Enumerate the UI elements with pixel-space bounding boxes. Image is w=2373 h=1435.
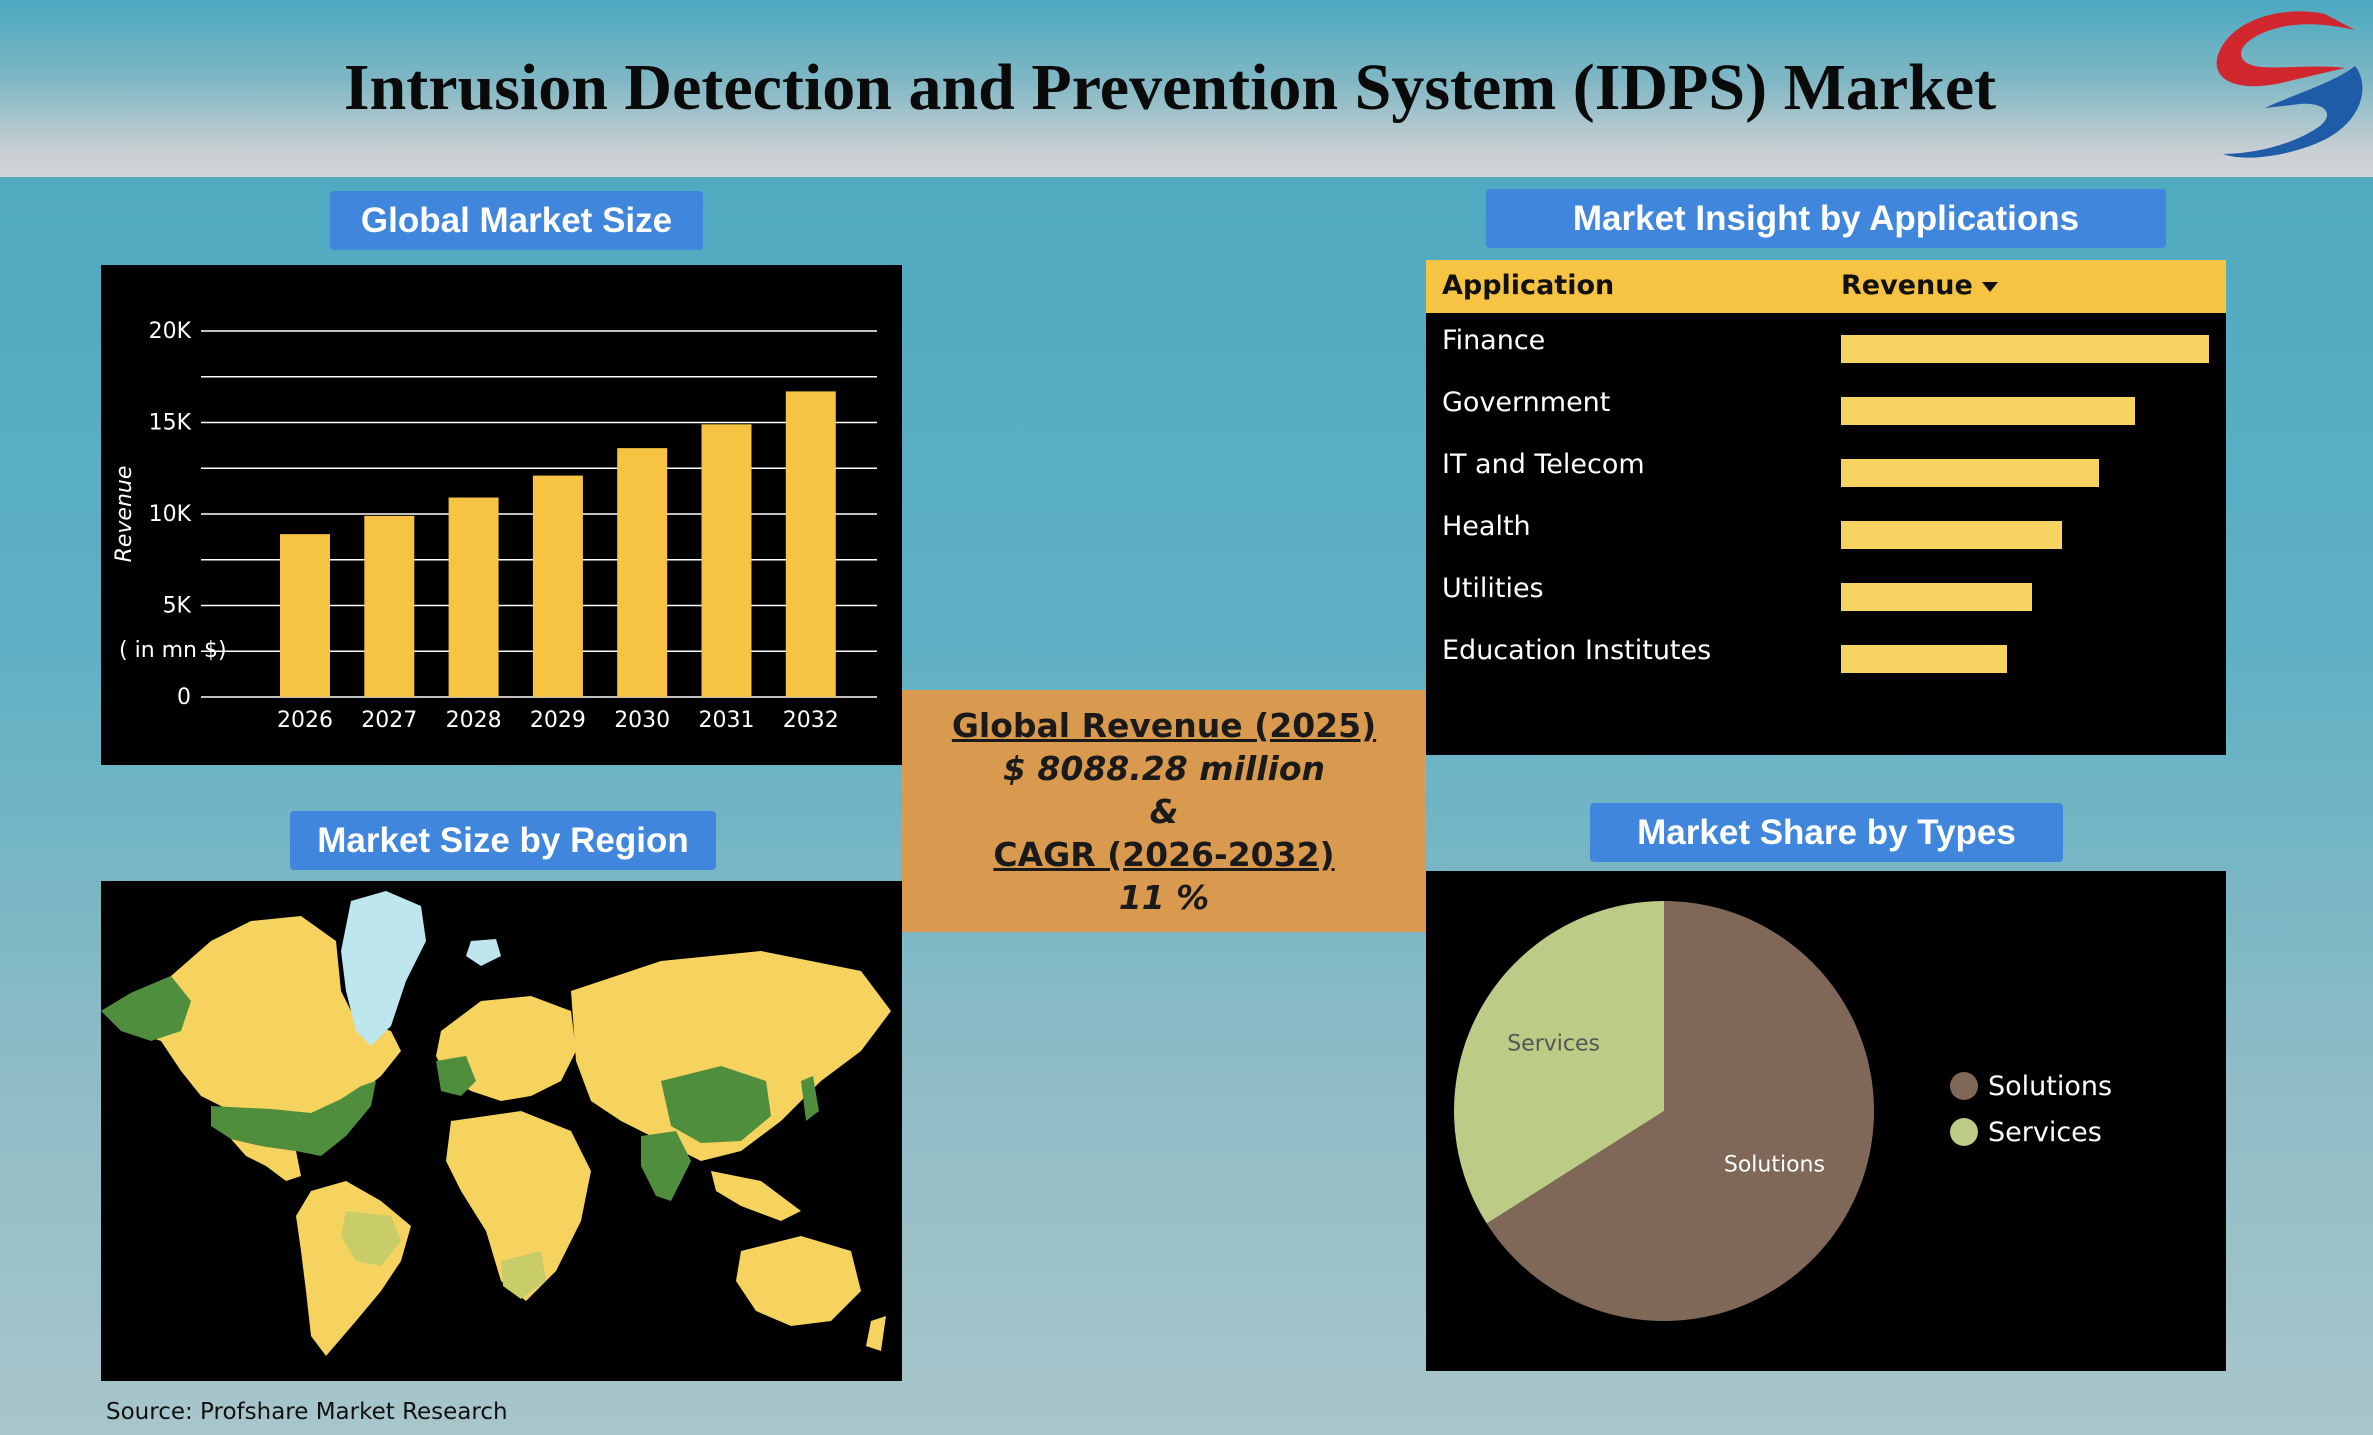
application-row: Education Institutes bbox=[1426, 623, 2226, 685]
y-tick-label: 10K bbox=[149, 502, 192, 527]
global-revenue-label: Global Revenue (2025) bbox=[951, 705, 1377, 745]
ampersand: & bbox=[1149, 791, 1179, 831]
application-label: Health bbox=[1442, 511, 1531, 542]
bar bbox=[785, 391, 836, 697]
pie-slice-label: Services bbox=[1507, 1031, 1600, 1056]
bar bbox=[532, 475, 583, 697]
application-revenue-bar bbox=[1841, 645, 2007, 673]
application-label: Utilities bbox=[1442, 573, 1544, 604]
bar bbox=[448, 497, 499, 697]
map-australia bbox=[736, 1236, 861, 1326]
market-size-chart-panel: 0 5K 10K 15K 20K Revenue ( in mn $) 2026 2027 202… bbox=[101, 265, 902, 765]
legend-swatch bbox=[1950, 1118, 1978, 1146]
x-tick-label: 2030 bbox=[614, 708, 670, 733]
world-map bbox=[101, 891, 891, 1356]
x-tick-label: 2026 bbox=[277, 708, 333, 733]
map-china bbox=[661, 1066, 771, 1143]
y-tick-label: 20K bbox=[149, 319, 192, 344]
application-row: Health bbox=[1426, 499, 2226, 561]
market-size-by-region-title: Market Size by Region bbox=[290, 811, 716, 870]
map-japan bbox=[801, 1076, 819, 1121]
x-tick-label: 2032 bbox=[783, 708, 839, 733]
bar bbox=[701, 424, 752, 697]
bar bbox=[364, 515, 415, 697]
application-label: Government bbox=[1442, 387, 1611, 418]
unit-note: ( in mn $) bbox=[119, 638, 227, 663]
map-new-zealand bbox=[866, 1316, 886, 1351]
map-usa bbox=[211, 1081, 376, 1156]
map-brazil-region bbox=[341, 1211, 401, 1266]
application-row: Government bbox=[1426, 375, 2226, 437]
global-revenue-value: $ 8088.28 million bbox=[1002, 748, 1326, 788]
application-revenue-bar bbox=[1841, 335, 2209, 363]
header-banner: Intrusion Detection and Prevention Syste… bbox=[0, 0, 2373, 177]
y-tick-label: 15K bbox=[149, 411, 192, 436]
application-revenue-bar bbox=[1841, 397, 2136, 425]
map-western-europe bbox=[436, 1056, 476, 1096]
bar bbox=[617, 448, 668, 697]
world-map-panel bbox=[101, 881, 902, 1381]
application-label: Finance bbox=[1442, 325, 1546, 356]
map-africa bbox=[446, 1111, 591, 1301]
application-row: Finance bbox=[1426, 313, 2226, 375]
cagr-value: 11 % bbox=[1118, 877, 1210, 917]
x-tick-label: 2028 bbox=[446, 708, 502, 733]
pie-slice-label: Solutions bbox=[1724, 1153, 1825, 1178]
pie-slice bbox=[1486, 901, 1874, 1321]
application-row: Utilities bbox=[1426, 561, 2226, 623]
map-asia bbox=[571, 951, 891, 1161]
map-india bbox=[641, 1131, 691, 1201]
map-alaska bbox=[101, 976, 191, 1041]
market-insight-by-applications-title: Market Insight by Applications bbox=[1486, 189, 2166, 248]
map-southern-africa bbox=[501, 1251, 546, 1299]
x-tick-label: 2031 bbox=[699, 708, 755, 733]
applications-table: Application Revenue Finance Government IT … bbox=[1426, 260, 2226, 755]
application-column-header[interactable]: Application bbox=[1442, 270, 1615, 301]
legend-label: Services bbox=[1988, 1117, 2102, 1148]
map-greenland bbox=[341, 891, 426, 1046]
cagr-label: CAGR (2026-2032) bbox=[993, 834, 1335, 874]
application-row: IT and Telecom bbox=[1426, 437, 2226, 499]
legend-swatch bbox=[1950, 1072, 1978, 1100]
y-tick-label: 0 bbox=[177, 685, 191, 710]
revenue-column-header[interactable]: Revenue bbox=[1841, 270, 1973, 301]
page-title: Intrusion Detection and Prevention Syste… bbox=[343, 51, 1997, 124]
sort-desc-icon[interactable] bbox=[1982, 282, 1998, 294]
application-revenue-bar bbox=[1841, 583, 2033, 611]
applications-table-header: Application Revenue bbox=[1426, 260, 2226, 313]
map-mexico bbox=[231, 1139, 301, 1181]
application-label: IT and Telecom bbox=[1442, 449, 1645, 480]
map-north-america bbox=[101, 916, 401, 1141]
legend-label: Solutions bbox=[1988, 1071, 2112, 1102]
map-iceland bbox=[466, 939, 501, 966]
market-share-pie-chart: Solutions Services Solutions Services bbox=[1454, 901, 2112, 1321]
x-tick-label: 2029 bbox=[530, 708, 586, 733]
y-tick-label: 5K bbox=[163, 594, 192, 619]
bar bbox=[280, 534, 330, 697]
application-revenue-bar bbox=[1841, 459, 2099, 487]
company-logo-icon bbox=[2216, 11, 2363, 158]
x-tick-label: 2027 bbox=[361, 708, 417, 733]
y-axis-label: Revenue bbox=[112, 466, 137, 563]
market-size-bar-chart: 0 5K 10K 15K 20K Revenue ( in mn $) 2026 2027 202… bbox=[112, 319, 877, 733]
source-note: Source: Profshare Market Research bbox=[106, 1399, 508, 1425]
application-revenue-bar bbox=[1841, 521, 2062, 549]
market-share-by-types-title: Market Share by Types bbox=[1590, 803, 2063, 862]
application-label: Education Institutes bbox=[1442, 635, 1712, 666]
pie-slice bbox=[1454, 901, 1664, 1224]
map-southeast-asia bbox=[711, 1171, 801, 1221]
map-south-america bbox=[296, 1181, 411, 1356]
global-market-size-title: Global Market Size bbox=[330, 191, 703, 250]
market-share-pie-panel: Solutions Services Solutions Services bbox=[1426, 871, 2226, 1371]
global-revenue-summary: Global Revenue (2025) $ 8088.28 million … bbox=[902, 690, 1426, 932]
